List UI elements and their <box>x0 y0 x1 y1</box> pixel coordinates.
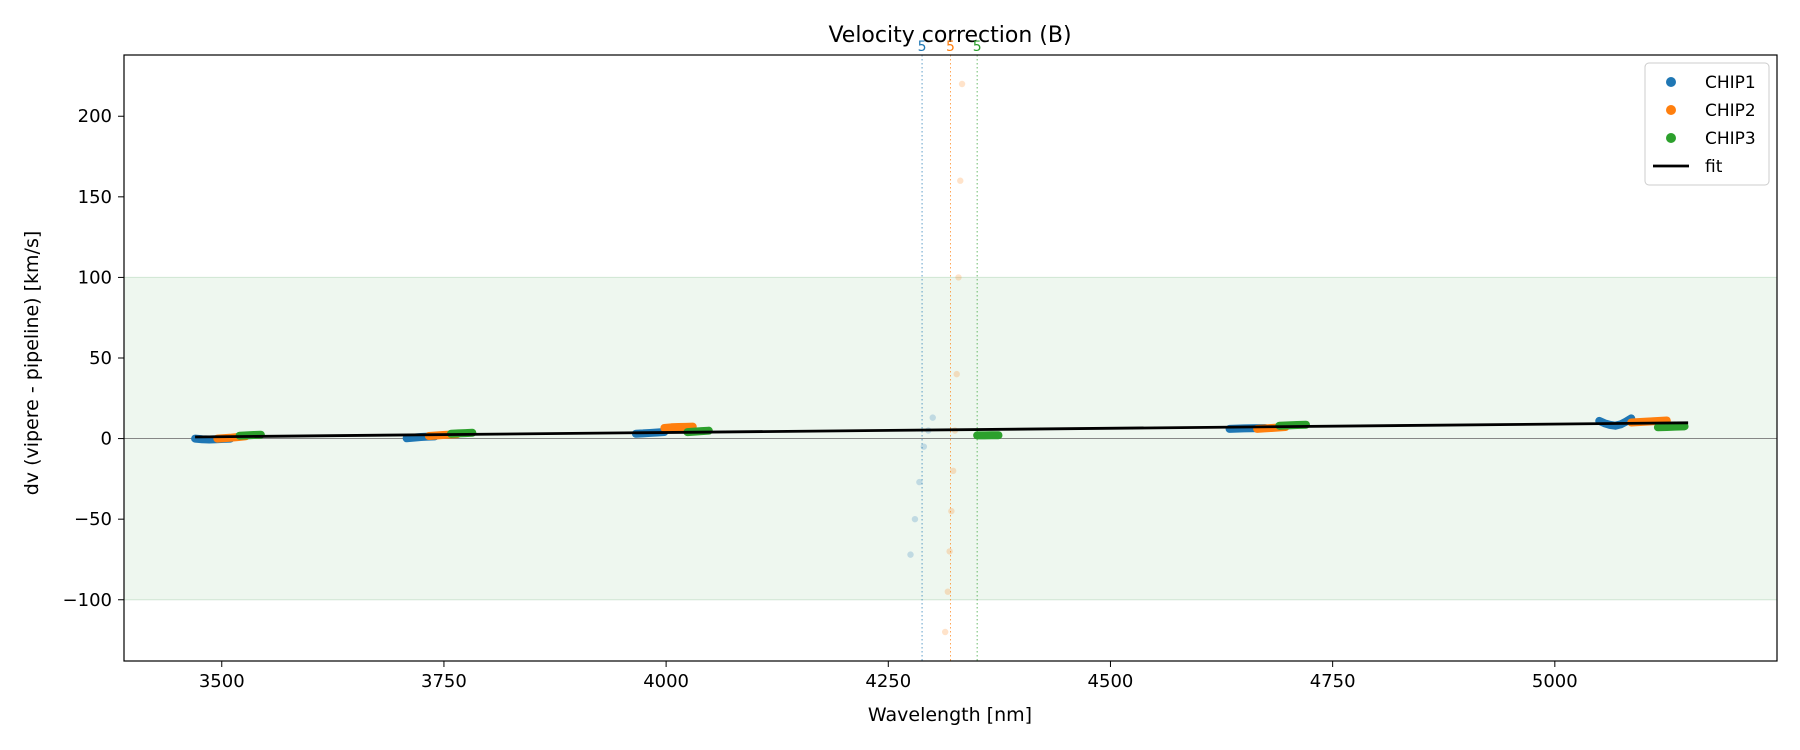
y-tick-label: 200 <box>78 106 112 127</box>
legend-marker <box>1666 105 1676 115</box>
order-marker-label: 5 <box>946 39 955 55</box>
fit-line <box>195 421 1689 439</box>
legend-label: CHIP3 <box>1705 129 1756 149</box>
x-tick-label: 4500 <box>1088 671 1134 692</box>
faded-data-point <box>949 467 957 475</box>
x-tick-label: 4750 <box>1310 671 1356 692</box>
x-tick-label: 3500 <box>199 671 245 692</box>
order-marker-label: 5 <box>918 39 927 55</box>
faded-data-point <box>944 588 952 595</box>
data-layer <box>191 80 1689 636</box>
order-marker-label: 5 <box>973 39 982 55</box>
faded-data-point <box>958 80 966 88</box>
x-tick-label: 4000 <box>643 671 689 692</box>
legend-label: fit <box>1705 157 1723 177</box>
legend-marker <box>1666 77 1676 87</box>
x-axis-label: Wavelength [nm] <box>868 704 1032 726</box>
chart-title: Velocity correction (B) <box>828 23 1071 48</box>
legend-label: CHIP1 <box>1705 73 1756 93</box>
faded-data-point <box>957 177 964 184</box>
faded-data-point <box>920 443 928 450</box>
x-tick-label: 3750 <box>421 671 467 692</box>
data-point <box>660 424 668 432</box>
data-point <box>987 431 995 439</box>
legend: CHIP1 CHIP2 CHIP3 fit <box>1644 62 1770 186</box>
y-tick-label: 50 <box>89 348 112 369</box>
y-axis-label: dv (vipere - pipeline) [km/s] <box>21 231 43 496</box>
legend-label: CHIP2 <box>1705 101 1756 121</box>
data-point <box>1663 423 1671 431</box>
data-cluster <box>1653 422 1689 432</box>
faded-data-point <box>911 515 919 523</box>
faded-data-point <box>929 414 936 421</box>
data-point <box>667 423 675 431</box>
data-point <box>973 431 981 439</box>
x-tick-label: 4250 <box>865 671 911 692</box>
faded-data-point <box>916 478 923 486</box>
y-tick-label: 150 <box>78 187 112 208</box>
y-tick-label: 0 <box>101 429 112 450</box>
data-point <box>994 431 1002 439</box>
data-point <box>1681 422 1689 430</box>
data-point <box>980 431 988 439</box>
data-point <box>403 434 411 442</box>
y-tick-label: 100 <box>78 267 112 288</box>
faded-data-point <box>907 551 914 558</box>
plot-area: 5 5 5 3500 3750 4000 4250 4500 4750 5000 −100 −50 0 5… <box>63 39 1778 692</box>
y-tick-label: −100 <box>63 590 112 611</box>
faded-data-point <box>948 507 955 515</box>
y-tick-label: −50 <box>74 509 112 530</box>
x-tick-label: 5000 <box>1532 671 1578 692</box>
legend-box <box>1644 62 1770 186</box>
faded-data-point <box>946 548 953 555</box>
faded-data-point <box>955 274 962 281</box>
data-point <box>1654 423 1662 431</box>
faded-data-point <box>941 628 949 636</box>
legend-marker <box>1666 133 1676 143</box>
data-point <box>675 423 683 431</box>
faded-data-point <box>953 370 960 378</box>
data-point <box>1672 423 1680 431</box>
